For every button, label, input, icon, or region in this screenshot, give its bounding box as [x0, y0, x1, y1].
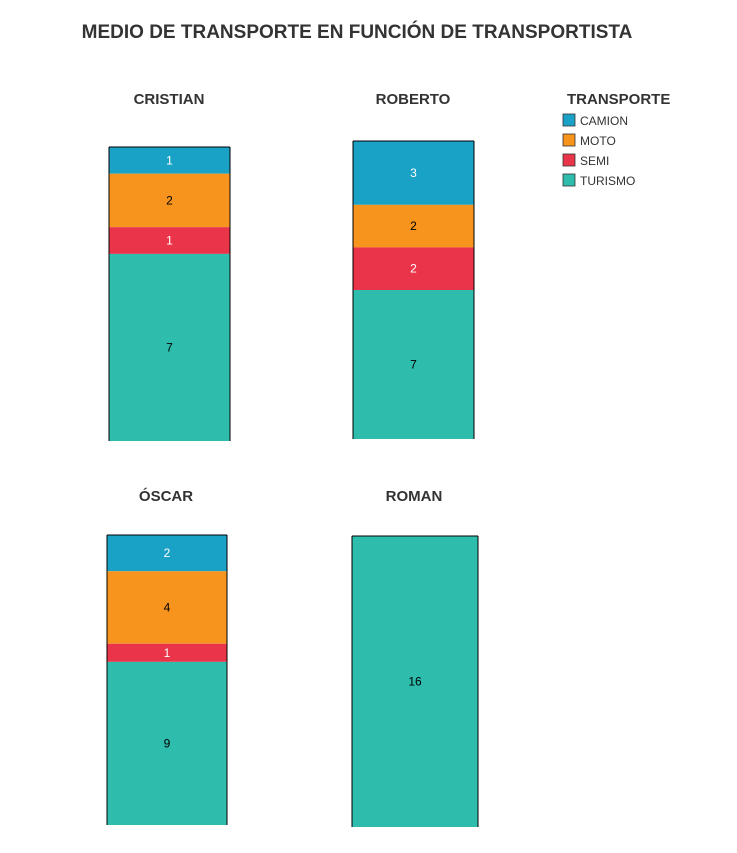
bar-segment-cristian-camion[interactable]: [109, 147, 230, 174]
bar-segment-roberto-turismo[interactable]: [353, 290, 474, 439]
panel-title-cristian: CRISTIAN: [134, 91, 205, 108]
data-label-oscar-semi: 1: [164, 646, 171, 660]
bar-segment-roberto-moto[interactable]: [353, 204, 474, 248]
bar-segment-roberto-semi[interactable]: [353, 247, 474, 290]
legend-items: CAMION MOTO SEMI TURISMO: [562, 113, 635, 188]
panel-roman: ROMAN 16: [351, 488, 479, 827]
data-label-roberto-moto: 2: [410, 219, 417, 233]
legend: TRANSPORTE CAMION MOTO SEMI TURISMO: [562, 91, 670, 188]
legend-swatch-camion: [562, 113, 576, 127]
bar-segment-oscar-turismo[interactable]: [107, 661, 227, 825]
data-label-cristian-moto: 2: [166, 193, 173, 207]
data-label-oscar-camion: 2: [164, 546, 171, 560]
bar-segment-oscar-camion[interactable]: [107, 535, 227, 572]
legend-item-turismo[interactable]: TURISMO: [562, 173, 635, 188]
legend-swatch-turismo: [562, 173, 576, 187]
legend-swatch-moto: [562, 133, 576, 147]
panel-title-roberto: ROBERTO: [376, 91, 451, 108]
panel-oscar: ÓSCAR 2 4 1 9: [106, 487, 228, 825]
chart-title: MEDIO DE TRANSPORTE EN FUNCIÓN DE TRANSP…: [82, 21, 633, 43]
bar-segment-oscar-semi[interactable]: [107, 643, 227, 662]
data-label-oscar-moto: 4: [164, 601, 171, 615]
legend-label-moto: MOTO: [580, 134, 616, 148]
legend-swatch-semi: [562, 153, 576, 167]
bar-segment-cristian-moto[interactable]: [109, 173, 230, 228]
data-label-oscar-turismo: 9: [164, 736, 171, 750]
data-label-roberto-camion: 3: [410, 166, 417, 180]
legend-label-semi: SEMI: [580, 154, 609, 168]
data-label-roman-turismo: 16: [408, 675, 422, 689]
data-label-roberto-semi: 2: [410, 262, 417, 276]
legend-item-camion[interactable]: CAMION: [562, 113, 628, 128]
legend-item-semi[interactable]: SEMI: [562, 153, 609, 168]
legend-label-camion: CAMION: [580, 114, 628, 128]
bar-segment-roman-turismo[interactable]: [352, 536, 478, 827]
panels: CRISTIAN 1 2 1 7 ROBERTO 3 2 2 7 ÓSCAR 2 4 1 9 ROMAN 16: [106, 91, 479, 827]
panel-roberto: ROBERTO 3 2 2 7: [352, 91, 475, 439]
bar-segment-cristian-turismo[interactable]: [109, 253, 230, 441]
bar-segment-oscar-moto[interactable]: [107, 571, 227, 644]
data-label-roberto-turismo: 7: [410, 358, 417, 372]
panel-title-roman: ROMAN: [386, 488, 443, 505]
legend-label-turismo: TURISMO: [580, 174, 635, 188]
data-label-cristian-semi: 1: [166, 234, 173, 248]
legend-item-moto[interactable]: MOTO: [562, 133, 616, 148]
data-label-cristian-turismo: 7: [166, 340, 173, 354]
data-label-cristian-camion: 1: [166, 153, 173, 167]
legend-title: TRANSPORTE: [567, 91, 670, 108]
panel-title-oscar: ÓSCAR: [139, 487, 193, 505]
panel-cristian: CRISTIAN 1 2 1 7: [108, 91, 231, 441]
bar-segment-roberto-camion[interactable]: [353, 141, 474, 205]
bar-segment-cristian-semi[interactable]: [109, 227, 230, 254]
